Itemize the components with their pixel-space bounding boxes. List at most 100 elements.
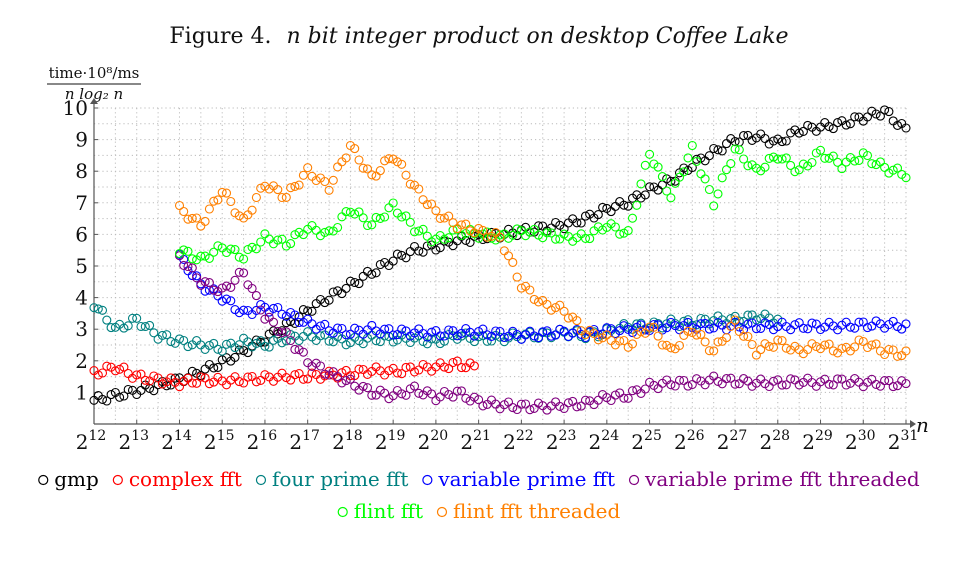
- data-point: [773, 335, 783, 345]
- data-point: [572, 402, 582, 412]
- data-point: [867, 340, 877, 350]
- data-point: [333, 162, 343, 172]
- data-point: [627, 213, 638, 223]
- data-point: [666, 343, 676, 353]
- data-point: [414, 246, 424, 256]
- data-point: [174, 334, 185, 344]
- data-point: [251, 244, 261, 254]
- data-point: [315, 331, 326, 341]
- data-point: [431, 245, 441, 255]
- data-point: [828, 151, 838, 161]
- data-point: [593, 335, 603, 345]
- legend-item: complex fft: [112, 467, 242, 491]
- data-point: [828, 346, 838, 356]
- data-point: [858, 336, 868, 347]
- x-tick-label: 216: [247, 428, 278, 454]
- data-point: [200, 216, 210, 226]
- data-point: [230, 275, 240, 285]
- data-point: [123, 384, 133, 395]
- data-point: [439, 213, 449, 223]
- data-point: [97, 305, 108, 315]
- data-point: [880, 162, 890, 172]
- data-point: [824, 339, 834, 349]
- data-point: [341, 283, 351, 293]
- data-point: [465, 237, 475, 247]
- data-point: [747, 318, 757, 328]
- data-point: [213, 241, 223, 251]
- data-point: [474, 332, 484, 342]
- data-point: [439, 331, 449, 341]
- data-point: [598, 329, 608, 339]
- data-point: [713, 189, 723, 199]
- data-point: [576, 332, 586, 342]
- data-point: [576, 218, 586, 228]
- data-point: [892, 120, 903, 130]
- data-point: [880, 376, 890, 386]
- data-point: [756, 323, 766, 333]
- data-point: [508, 230, 518, 240]
- data-point: [743, 319, 753, 329]
- data-point: [786, 374, 796, 384]
- data-point: [700, 318, 710, 328]
- data-point: [435, 213, 445, 223]
- data-point: [93, 370, 103, 380]
- data-point: [367, 390, 377, 400]
- data-point: [696, 169, 706, 179]
- data-point: [209, 196, 219, 206]
- data-point: [542, 228, 552, 238]
- data-point: [234, 267, 244, 277]
- data-point: [551, 330, 561, 340]
- data-point: [256, 237, 266, 247]
- data-point: [277, 309, 287, 319]
- data-point: [747, 135, 757, 145]
- data-point: [328, 287, 338, 297]
- data-point: [627, 339, 638, 349]
- data-point: [405, 179, 415, 189]
- data-point: [657, 325, 667, 335]
- data-point: [110, 366, 120, 376]
- data-point: [217, 283, 227, 293]
- legend-item: flint fft threaded: [436, 499, 620, 523]
- data-point: [632, 200, 642, 210]
- data-point: [444, 325, 454, 335]
- data-point: [807, 157, 817, 168]
- data-point: [354, 279, 364, 289]
- data-point: [324, 226, 334, 236]
- data-point: [187, 378, 197, 388]
- data-point: [499, 246, 509, 256]
- data-point: [341, 207, 351, 217]
- x-tick-label: 219: [375, 428, 406, 454]
- data-point: [580, 233, 591, 243]
- data-point: [875, 111, 885, 121]
- data-point: [260, 314, 270, 324]
- data-point: [546, 228, 556, 238]
- data-point: [773, 134, 783, 144]
- data-point: [341, 153, 351, 163]
- data-point: [674, 340, 685, 351]
- data-point: [213, 195, 223, 205]
- data-point: [298, 170, 308, 180]
- data-point: [149, 371, 159, 381]
- data-point: [179, 206, 189, 217]
- data-point: [162, 330, 172, 340]
- data-point: [516, 399, 526, 409]
- data-point: [422, 200, 432, 210]
- data-point: [704, 346, 714, 356]
- data-point: [529, 331, 539, 341]
- data-point: [461, 219, 471, 229]
- data-point: [456, 363, 467, 373]
- x-tick-label: 225: [631, 428, 662, 454]
- legend-marker: [436, 506, 448, 518]
- data-point: [290, 344, 300, 354]
- data-point: [888, 382, 898, 392]
- data-point: [264, 234, 274, 244]
- data-point: [533, 333, 544, 343]
- data-point: [427, 334, 437, 344]
- data-point: [730, 144, 740, 154]
- data-point: [286, 183, 296, 193]
- x-tick-label: 223: [546, 428, 577, 454]
- data-point: [474, 395, 484, 405]
- data-point: [380, 324, 390, 334]
- data-point: [850, 323, 860, 333]
- data-point: [623, 226, 633, 236]
